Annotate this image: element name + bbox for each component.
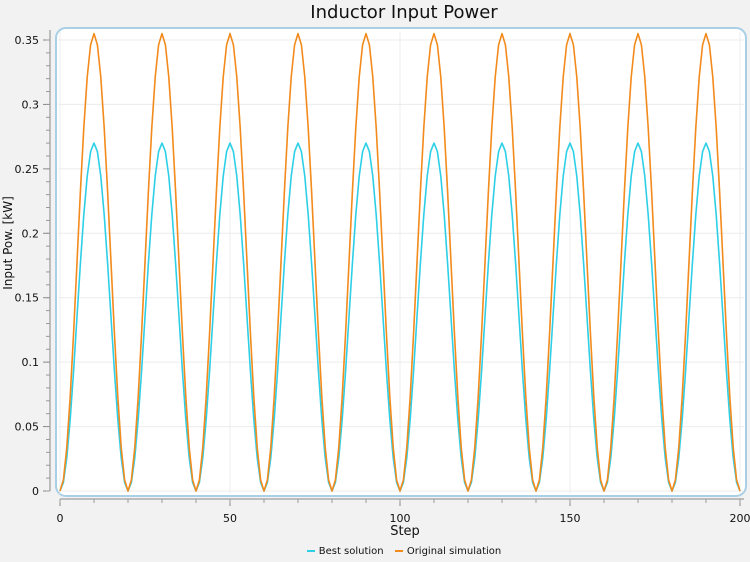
legend-label-best: Best solution <box>318 546 384 557</box>
legend: Best solution Original simulation <box>0 546 750 557</box>
x-axis: 0 50 100 150 200 <box>57 498 750 525</box>
chart-title: Inductor Input Power <box>310 2 498 23</box>
x-axis-label: Step <box>390 524 420 539</box>
svg-text:200: 200 <box>730 512 750 525</box>
legend-label-original: Original simulation <box>406 546 502 557</box>
svg-text:0.2: 0.2 <box>22 227 40 240</box>
plot-frame <box>55 27 747 497</box>
svg-text:0.05: 0.05 <box>15 421 40 434</box>
svg-text:0: 0 <box>32 485 39 498</box>
y-axis: 0 0.05 0.1 0.15 0.2 0.25 0.3 0.35 <box>15 30 51 498</box>
legend-swatch-original <box>394 550 403 552</box>
svg-text:50: 50 <box>223 512 237 525</box>
svg-text:150: 150 <box>560 512 581 525</box>
legend-item-best-solution[interactable]: Best solution <box>306 546 384 557</box>
series-line-original-simulation <box>59 32 741 492</box>
svg-text:0.25: 0.25 <box>15 163 40 176</box>
legend-swatch-best <box>306 550 315 552</box>
legend-item-original-simulation[interactable]: Original simulation <box>394 546 502 557</box>
svg-text:0: 0 <box>57 512 64 525</box>
svg-text:100: 100 <box>390 512 411 525</box>
series-lines <box>59 32 741 492</box>
svg-text:0.15: 0.15 <box>15 292 40 305</box>
svg-text:0.35: 0.35 <box>15 34 40 47</box>
svg-text:0.1: 0.1 <box>22 356 40 369</box>
svg-text:0.3: 0.3 <box>22 98 40 111</box>
